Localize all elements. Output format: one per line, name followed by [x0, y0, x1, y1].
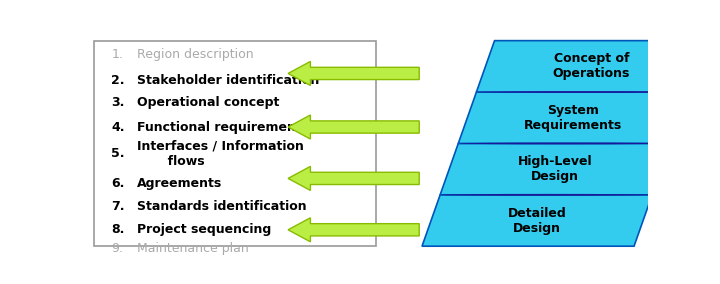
Text: Operational concept: Operational concept: [138, 97, 280, 109]
Ellipse shape: [477, 91, 688, 93]
Text: High-Level
Design: High-Level Design: [518, 155, 593, 183]
FancyBboxPatch shape: [94, 41, 377, 246]
Text: Region description: Region description: [138, 48, 254, 61]
Text: 7.: 7.: [111, 200, 125, 213]
Polygon shape: [440, 143, 670, 195]
Text: 4.: 4.: [111, 120, 125, 133]
Text: Project sequencing: Project sequencing: [138, 223, 271, 236]
Text: Concept of
Operations: Concept of Operations: [553, 52, 630, 80]
Text: 9.: 9.: [111, 242, 123, 255]
Text: 6.: 6.: [111, 178, 125, 190]
Polygon shape: [288, 61, 419, 85]
Polygon shape: [458, 92, 688, 143]
Text: Stakeholder identification: Stakeholder identification: [138, 74, 320, 87]
Polygon shape: [288, 218, 419, 242]
Text: 5.: 5.: [111, 147, 125, 160]
Text: 2.: 2.: [111, 74, 125, 87]
Text: Standards identification: Standards identification: [138, 200, 307, 213]
Ellipse shape: [458, 143, 670, 144]
Polygon shape: [422, 195, 652, 246]
Text: 1.: 1.: [111, 48, 123, 61]
Polygon shape: [288, 166, 419, 191]
Text: Functional requirements: Functional requirements: [138, 120, 310, 133]
Text: 3.: 3.: [111, 97, 125, 109]
Text: Interfaces / Information
       flows: Interfaces / Information flows: [138, 139, 305, 168]
Polygon shape: [477, 41, 706, 92]
Text: Maintenance plan: Maintenance plan: [138, 242, 249, 255]
Polygon shape: [288, 115, 419, 139]
Text: 8.: 8.: [111, 223, 125, 236]
Text: Detailed
Design: Detailed Design: [508, 206, 567, 235]
Text: Agreements: Agreements: [138, 178, 222, 190]
Text: System
Requirements: System Requirements: [524, 104, 623, 132]
Ellipse shape: [440, 194, 652, 196]
